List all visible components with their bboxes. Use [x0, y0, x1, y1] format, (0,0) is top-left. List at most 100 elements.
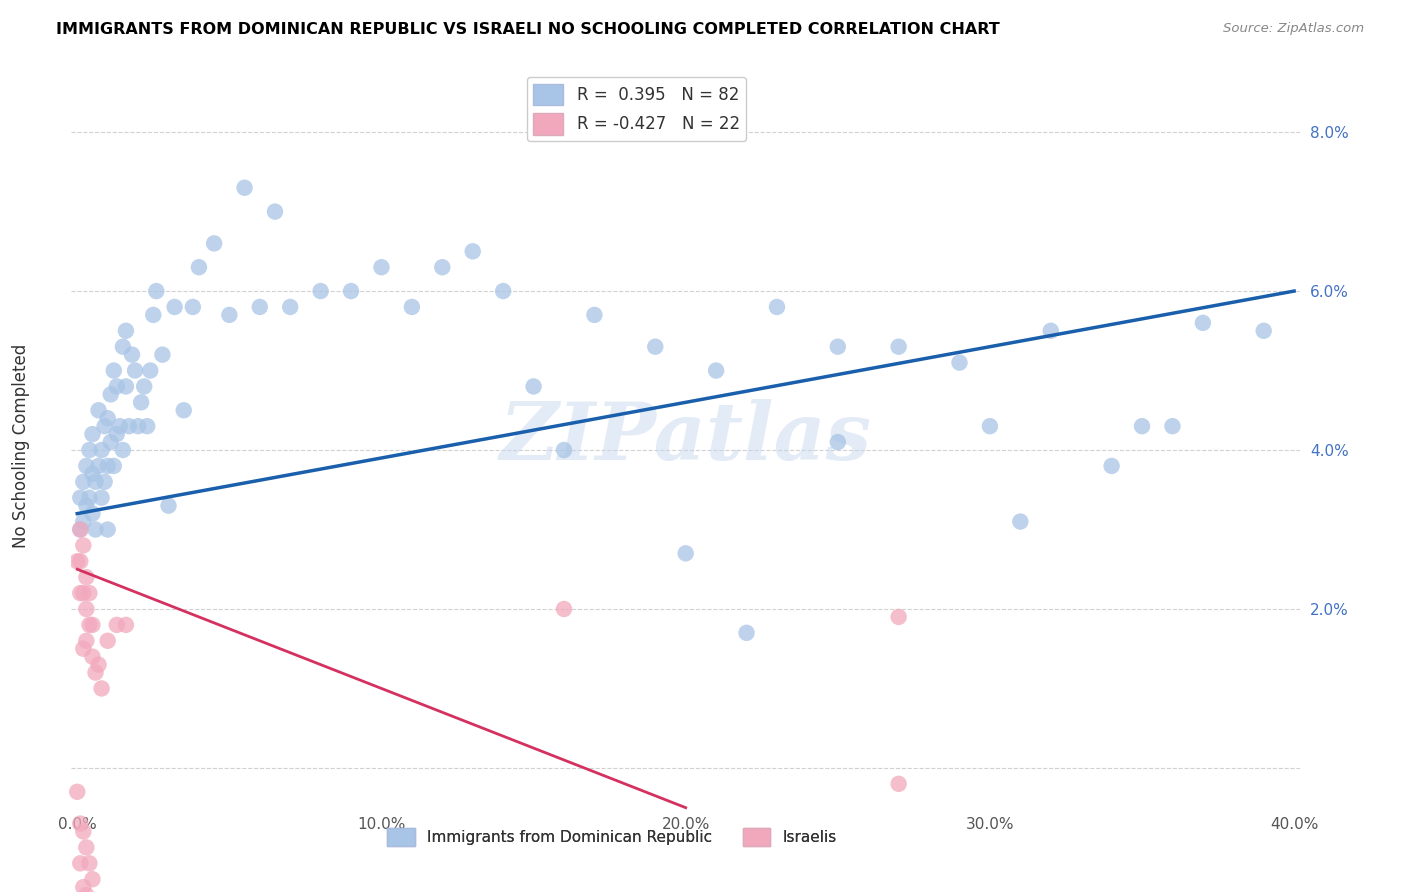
Point	[72, 880, 94, 892]
Point	[69, 491, 91, 505]
Point	[84, 523, 107, 537]
Point	[87, 403, 110, 417]
Point	[66, 554, 89, 568]
Point	[115, 324, 138, 338]
Point	[82, 872, 104, 887]
Point	[948, 355, 970, 369]
Point	[87, 458, 110, 473]
Text: ZIPatlas: ZIPatlas	[499, 400, 872, 477]
Point	[1253, 324, 1275, 338]
Point	[97, 411, 120, 425]
Point	[75, 633, 97, 648]
Point	[103, 458, 125, 473]
Point	[69, 554, 91, 568]
Point	[115, 379, 138, 393]
Point	[105, 379, 128, 393]
Point	[75, 499, 97, 513]
Point	[84, 475, 107, 489]
Point	[79, 586, 101, 600]
Text: No Schooling Completed: No Schooling Completed	[13, 344, 30, 548]
Point	[735, 625, 758, 640]
Point	[583, 308, 606, 322]
Text: IMMIGRANTS FROM DOMINICAN REPUBLIC VS ISRAELI NO SCHOOLING COMPLETED CORRELATION: IMMIGRANTS FROM DOMINICAN REPUBLIC VS IS…	[56, 22, 1000, 37]
Point	[103, 363, 125, 377]
Point	[887, 610, 910, 624]
Point	[766, 300, 789, 314]
Point	[84, 665, 107, 680]
Point	[82, 618, 104, 632]
Point	[82, 649, 104, 664]
Point	[523, 379, 546, 393]
Point	[111, 443, 134, 458]
Point	[97, 523, 120, 537]
Point	[72, 538, 94, 552]
Point	[139, 363, 162, 377]
Point	[90, 491, 112, 505]
Point	[124, 363, 146, 377]
Point	[136, 419, 159, 434]
Point	[218, 308, 240, 322]
Point	[97, 458, 120, 473]
Point	[979, 419, 1001, 434]
Point	[181, 300, 204, 314]
Point	[1039, 324, 1062, 338]
Point	[173, 403, 195, 417]
Point	[492, 284, 515, 298]
Point	[309, 284, 332, 298]
Point	[401, 300, 423, 314]
Point	[87, 657, 110, 672]
Point	[69, 816, 91, 830]
Point	[827, 340, 849, 354]
Point	[145, 284, 167, 298]
Point	[1130, 419, 1153, 434]
Point	[75, 602, 97, 616]
Point	[121, 348, 143, 362]
Point	[249, 300, 271, 314]
Point	[264, 204, 287, 219]
Point	[134, 379, 156, 393]
Point	[69, 586, 91, 600]
Point	[233, 180, 256, 194]
Point	[115, 618, 138, 632]
Point	[111, 340, 134, 354]
Point	[461, 244, 484, 259]
Point	[75, 888, 97, 892]
Point	[100, 387, 122, 401]
Point	[69, 523, 91, 537]
Point	[79, 491, 101, 505]
Point	[370, 260, 392, 275]
Point	[93, 475, 115, 489]
Point	[142, 308, 165, 322]
Point	[157, 499, 180, 513]
Point	[704, 363, 727, 377]
Point	[553, 443, 575, 458]
Point	[152, 348, 174, 362]
Point	[79, 618, 101, 632]
Point	[72, 475, 94, 489]
Point	[887, 340, 910, 354]
Point	[72, 824, 94, 838]
Point	[129, 395, 152, 409]
Point	[79, 856, 101, 871]
Point	[97, 633, 120, 648]
Point	[66, 785, 89, 799]
Point	[72, 586, 94, 600]
Point	[72, 641, 94, 656]
Point	[108, 419, 131, 434]
Point	[187, 260, 209, 275]
Point	[105, 427, 128, 442]
Point	[644, 340, 666, 354]
Point	[75, 570, 97, 584]
Point	[69, 523, 91, 537]
Point	[82, 467, 104, 481]
Point	[69, 856, 91, 871]
Point	[118, 419, 141, 434]
Text: Source: ZipAtlas.com: Source: ZipAtlas.com	[1223, 22, 1364, 36]
Point	[887, 777, 910, 791]
Point	[90, 443, 112, 458]
Point	[82, 427, 104, 442]
Point	[79, 443, 101, 458]
Point	[340, 284, 363, 298]
Point	[90, 681, 112, 696]
Point	[82, 507, 104, 521]
